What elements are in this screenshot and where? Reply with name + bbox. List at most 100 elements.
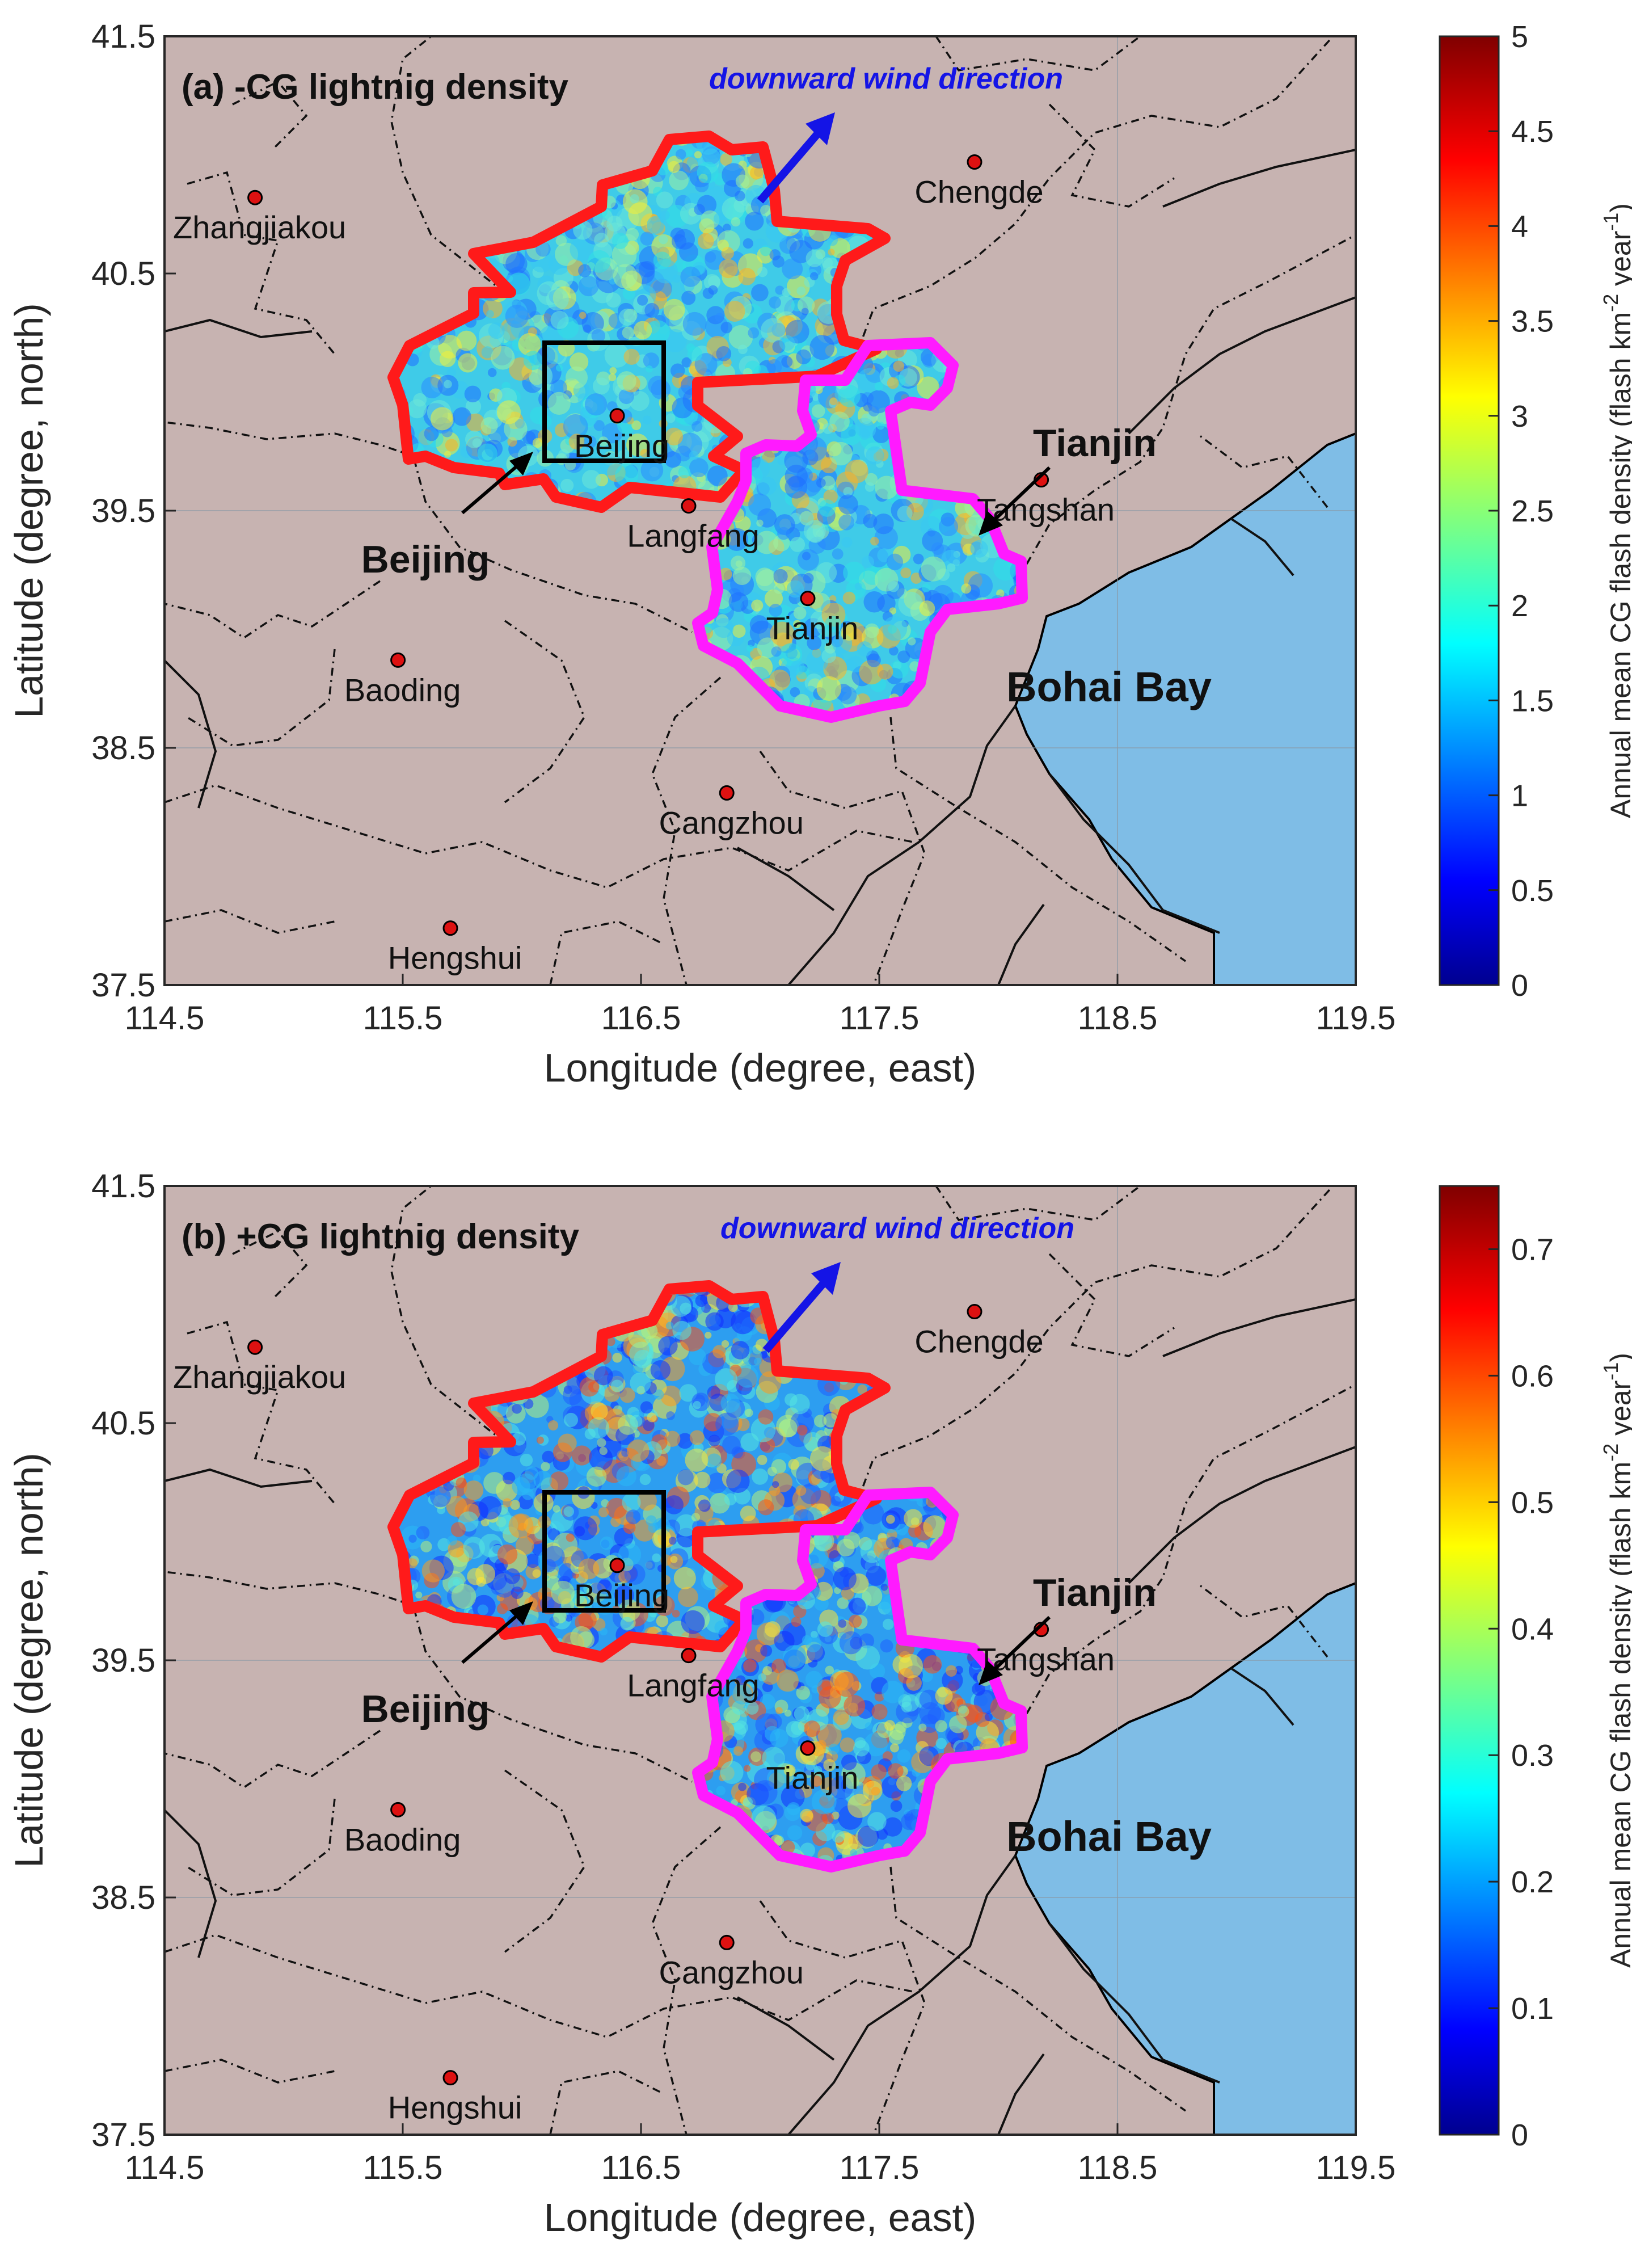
city-label: Chengde [914,174,1043,210]
colorbar-label-part: -1 [1599,1362,1622,1381]
x-tick-label: 116.5 [601,1000,681,1037]
county-boundary [1128,1446,1356,1584]
x-tick-label: 117.5 [840,2149,920,2186]
city-chengde: Chengde [914,1304,1044,1360]
colorbar-tick-label: 1 [1511,779,1528,813]
beijing-region-label: Beijing [361,538,490,581]
province-boundary [165,1571,415,1607]
city-tianjin: Tianjin [766,591,859,646]
city-tianjin: Tianjin [766,1740,859,1796]
x-tick-label: 118.5 [1078,1000,1158,1037]
province-boundary [390,36,506,294]
x-tick-label: 119.5 [1316,1000,1396,1037]
county-boundary [165,1809,217,1958]
city-label: Baoding [344,672,461,708]
county-boundary [165,318,313,339]
city-hengshui: Hengshui [388,920,522,976]
beijing-pointer-head [509,452,533,476]
county-boundary [1128,296,1356,435]
colorbar-tick-label: 0.4 [1511,1612,1554,1646]
colorbar-tick-label: 0.2 [1511,1865,1554,1899]
wind-direction-arrow [762,1262,841,1353]
city-label: Baoding [344,1821,461,1857]
sea-area [1014,1581,1356,2135]
city-label: Tangshan [977,1642,1115,1677]
province-boundary [187,1320,336,1505]
province-boundary [390,1186,506,1444]
city-label: Cangzhou [659,1954,804,1990]
tianjin-region-label: Tianjin [1033,1571,1157,1614]
city-label: Tianjin [766,1760,859,1796]
panel-title: (b) +CG lightnig density [182,1217,579,1256]
city-marker [800,591,816,607]
province-boundary [187,649,336,747]
beijing-region-label: Beijing [361,1688,490,1731]
tianjin-boundary [692,337,1028,723]
panel-a: Zhangjiakou Chengde Beijing Langfang Tangsha… [7,18,1632,1090]
urban-box [542,340,666,463]
x-tick-label: 115.5 [363,2149,443,2186]
city-label: Hengshui [388,940,522,976]
province-boundary [165,784,914,889]
colorbar-tick-label: 0 [1511,969,1528,1003]
wind-direction-arrow [757,112,835,204]
province-boundary [187,1798,336,1896]
city-label: Zhangjiakou [173,209,346,245]
wind-arrow-head [806,112,835,145]
colorbar-tick-label: 3.5 [1511,305,1554,339]
x-tick-label: 117.5 [840,1000,920,1037]
province-boundary [165,2059,335,2084]
colorbar-tick-label: 2 [1511,589,1528,623]
x-tick-label: 118.5 [1078,2149,1158,2186]
city-cangzhou: Cangzhou [659,785,804,840]
y-tick-label: 40.5 [91,1405,155,1442]
province-boundary [549,2070,664,2135]
city-beijing: Beijing [574,408,669,464]
y-axis-label: Latitude (degree, north) [7,1453,51,1868]
x-tick-label: 114.5 [125,2149,205,2186]
city-marker [681,1648,697,1664]
city-langfang: Langfang [627,1648,760,1703]
tianjin-region-label: Tianjin [1033,422,1157,465]
city-label: Langfang [627,518,760,554]
province-boundary [187,171,336,355]
province-boundary [504,620,585,803]
city-zhangjiakou: Zhangjiakou [173,190,346,245]
county-boundary [737,847,835,911]
colorbar-tick-label: 0.3 [1511,1739,1554,1773]
province-boundary [1196,432,1329,508]
y-tick-label: 37.5 [91,2116,155,2153]
county-boundary [787,705,1017,985]
city-label: Tianjin [766,611,859,646]
city-baoding: Baoding [344,1802,461,1857]
province-boundary [232,80,308,151]
province-boundary [651,1826,722,2135]
y-tick-label: 38.5 [91,730,155,767]
colorbar-label-part: ) [1605,1353,1632,1362]
colorbar-label-part: year [1605,1381,1632,1444]
city-marker [800,1740,816,1756]
colorbar-label: Annual mean CG flash density (flash km-2… [1599,203,1632,818]
bay-label: Bohai Bay [1006,1813,1212,1860]
colorbar-tick-label: 0.5 [1511,1486,1554,1520]
province-boundary [759,750,926,985]
county-boundary [1048,773,1220,934]
city-marker [681,498,697,514]
y-tick-label: 37.5 [91,967,155,1004]
colorbar-label-part: ) [1605,203,1632,213]
city-cangzhou: Cangzhou [659,1934,804,1990]
city-zhangjiakou: Zhangjiakou [173,1339,346,1395]
county-boundary [737,1996,835,2061]
colorbar-tick-label: 0.6 [1511,1359,1554,1393]
city-label: Beijing [574,428,669,464]
city-marker [442,2070,458,2086]
colorbar-tick-label: 0.1 [1511,1992,1554,2026]
colorbar-tick-label: 5 [1511,20,1528,54]
province-boundary [889,1866,1187,2112]
panel-title: (a) -CG lightnig density [182,68,568,107]
colorbar-tick-label: 4 [1511,209,1528,243]
city-marker [609,408,625,424]
province-boundary [549,920,664,985]
city-label: Langfang [627,1668,760,1703]
